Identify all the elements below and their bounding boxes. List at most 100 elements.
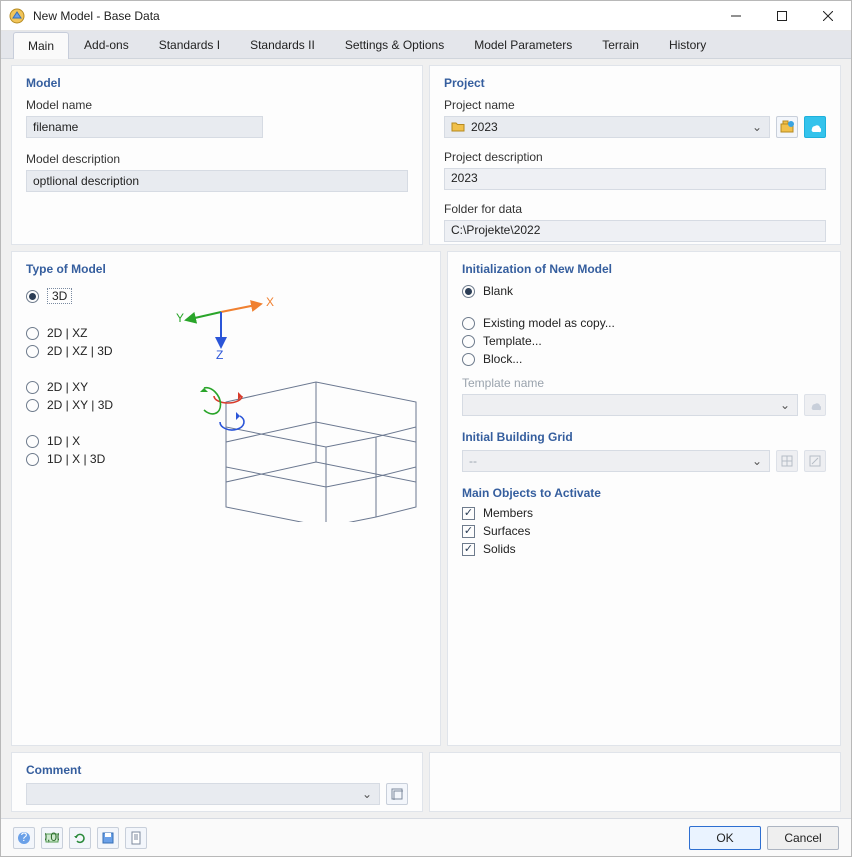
- window-minimize-button[interactable]: [713, 1, 759, 31]
- radio-2d-xy-3d[interactable]: 2D | XY | 3D: [26, 398, 156, 412]
- radio-mark: [26, 290, 39, 303]
- radio-mark: [26, 381, 39, 394]
- radio-mark: [462, 285, 475, 298]
- tab-main[interactable]: Main: [13, 32, 69, 59]
- check-label: Members: [483, 506, 533, 520]
- radio-mark: [462, 317, 475, 330]
- label-project-description: Project description: [444, 150, 826, 164]
- button-label: OK: [716, 831, 733, 845]
- chevron-down-icon: ⌄: [777, 398, 793, 412]
- tab-label: Add-ons: [84, 38, 129, 52]
- radio-label: Template...: [483, 334, 542, 348]
- window-close-button[interactable]: [805, 1, 851, 31]
- project-manager-button[interactable]: [776, 116, 798, 138]
- chevron-down-icon: ⌄: [749, 120, 765, 134]
- comment-library-button[interactable]: [386, 783, 408, 805]
- check-surfaces[interactable]: Surfaces: [462, 524, 826, 538]
- field-folder-for-data: C:\Projekte\2022: [444, 220, 826, 242]
- tool-units-button[interactable]: 0,00: [41, 827, 63, 849]
- check-mark: [462, 525, 475, 538]
- svg-text:X: X: [266, 295, 274, 309]
- tab-standards-2[interactable]: Standards II: [235, 31, 330, 58]
- input-model-name[interactable]: [26, 116, 263, 138]
- section-title-main-objects: Main Objects to Activate: [462, 486, 826, 500]
- section-title-comment: Comment: [26, 763, 408, 777]
- panel-project: Project Project name 2023 ⌄ Project desc…: [429, 65, 841, 245]
- project-description-value: 2023: [451, 171, 478, 185]
- tab-label: Settings & Options: [345, 38, 444, 52]
- field-project-description: 2023: [444, 168, 826, 190]
- radio-block[interactable]: Block...: [462, 352, 826, 366]
- tab-add-ons[interactable]: Add-ons: [69, 31, 144, 58]
- tool-refresh-button[interactable]: [69, 827, 91, 849]
- label-template-name: Template name: [462, 376, 826, 390]
- radio-mark: [26, 327, 39, 340]
- radio-label: Block...: [483, 352, 522, 366]
- radio-3d[interactable]: 3D: [26, 288, 156, 304]
- panel-init-and-more: Initialization of New Model Blank Existi…: [447, 251, 841, 746]
- select-building-grid[interactable]: -- ⌄: [462, 450, 770, 472]
- panel-comment: Comment ⌄: [11, 752, 423, 812]
- radio-label: 2D | XY | 3D: [47, 398, 113, 412]
- radio-label: 3D: [47, 288, 72, 304]
- tool-report-button[interactable]: [125, 827, 147, 849]
- building-grid-value: --: [469, 454, 749, 468]
- svg-text:Z: Z: [216, 348, 223, 362]
- select-project-name[interactable]: 2023 ⌄: [444, 116, 770, 138]
- radio-blank[interactable]: Blank: [462, 284, 826, 298]
- type-of-model-radios: 3D 2D | XZ 2D | XZ | 3D 2D | XY 2D | XY …: [26, 284, 156, 525]
- panel-model: Model Model name Model description: [11, 65, 423, 245]
- dialog-new-model: New Model - Base Data Main Add-ons Stand…: [0, 0, 852, 857]
- grid-edit-button[interactable]: [804, 450, 826, 472]
- select-comment[interactable]: ⌄: [26, 783, 380, 805]
- check-solids[interactable]: Solids: [462, 542, 826, 556]
- radio-template[interactable]: Template...: [462, 334, 826, 348]
- button-label: Cancel: [784, 831, 821, 845]
- chevron-down-icon: ⌄: [359, 787, 375, 801]
- tab-label: Standards I: [159, 38, 220, 52]
- tab-terrain[interactable]: Terrain: [587, 31, 654, 58]
- tab-standards-1[interactable]: Standards I: [144, 31, 235, 58]
- folder-value: C:\Projekte\2022: [451, 223, 540, 237]
- radio-mark: [462, 353, 475, 366]
- check-mark: [462, 507, 475, 520]
- radio-mark: [26, 399, 39, 412]
- ok-button[interactable]: OK: [689, 826, 761, 850]
- radio-2d-xy[interactable]: 2D | XY: [26, 380, 156, 394]
- svg-text:Y: Y: [176, 311, 184, 325]
- radio-2d-xz[interactable]: 2D | XZ: [26, 326, 156, 340]
- tab-label: History: [669, 38, 706, 52]
- input-model-description[interactable]: [26, 170, 408, 192]
- grid-new-button[interactable]: [776, 450, 798, 472]
- check-label: Solids: [483, 542, 516, 556]
- radio-2d-xz-3d[interactable]: 2D | XZ | 3D: [26, 344, 156, 358]
- window-title: New Model - Base Data: [33, 9, 713, 23]
- radio-mark: [26, 345, 39, 358]
- radio-mark: [26, 435, 39, 448]
- radio-label: 1D | X: [47, 434, 80, 448]
- radio-existing[interactable]: Existing model as copy...: [462, 316, 826, 330]
- tab-model-parameters[interactable]: Model Parameters: [459, 31, 587, 58]
- folder-icon: [451, 120, 465, 135]
- tool-help-button[interactable]: ?: [13, 827, 35, 849]
- window-maximize-button[interactable]: [759, 1, 805, 31]
- app-icon: [9, 8, 25, 24]
- section-title-model: Model: [26, 76, 408, 90]
- radio-label: Blank: [483, 284, 513, 298]
- check-members[interactable]: Members: [462, 506, 826, 520]
- select-template-name: ⌄: [462, 394, 798, 416]
- tool-save-default-button[interactable]: [97, 827, 119, 849]
- tab-label: Standards II: [250, 38, 315, 52]
- project-cloud-button[interactable]: [804, 116, 826, 138]
- section-title-building-grid: Initial Building Grid: [462, 430, 826, 444]
- content-area: Model Model name Model description Proje…: [1, 59, 851, 818]
- cancel-button[interactable]: Cancel: [767, 826, 839, 850]
- tab-history[interactable]: History: [654, 31, 721, 58]
- tabstrip: Main Add-ons Standards I Standards II Se…: [1, 31, 851, 59]
- check-label: Surfaces: [483, 524, 530, 538]
- titlebar: New Model - Base Data: [1, 1, 851, 31]
- tab-settings-options[interactable]: Settings & Options: [330, 31, 459, 58]
- model-preview: X Y Z: [166, 292, 426, 525]
- radio-1d-x-3d[interactable]: 1D | X | 3D: [26, 452, 156, 466]
- radio-1d-x[interactable]: 1D | X: [26, 434, 156, 448]
